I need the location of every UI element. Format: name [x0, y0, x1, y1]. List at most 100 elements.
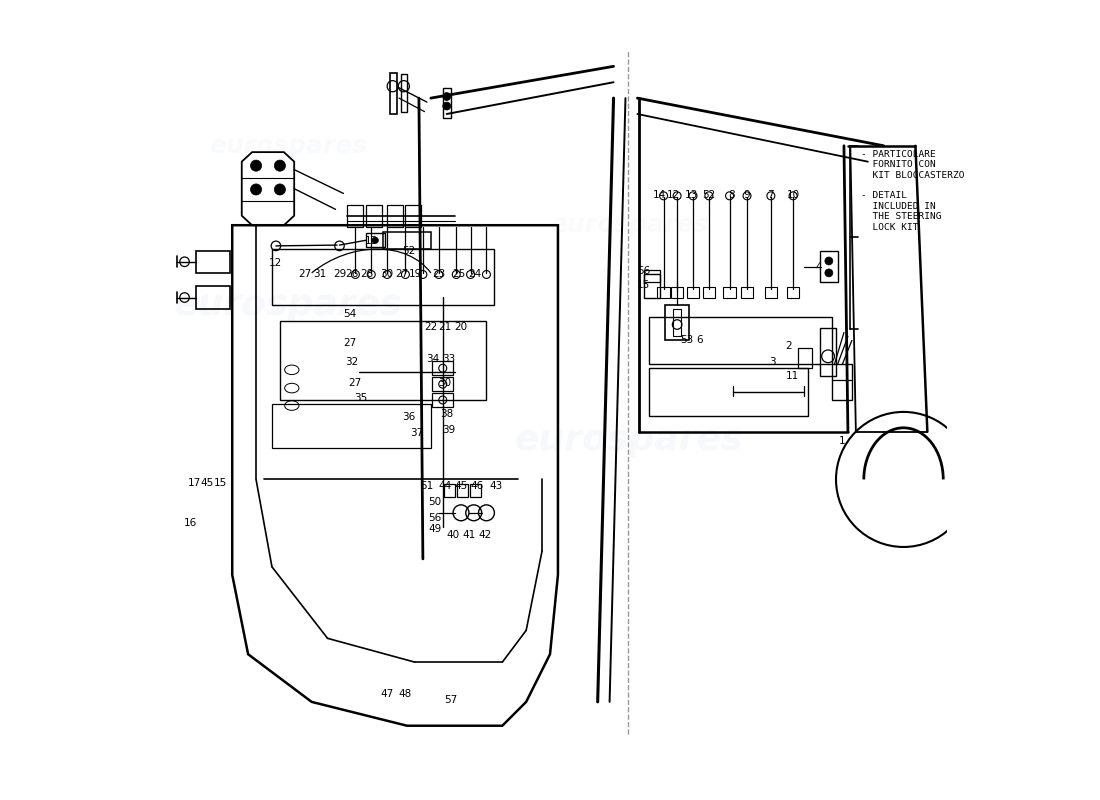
- Text: 11: 11: [785, 371, 799, 381]
- Text: 27: 27: [343, 338, 356, 348]
- Text: 28: 28: [361, 270, 374, 279]
- Text: 12: 12: [668, 190, 681, 200]
- Text: - PARTICOLARE
  FORNITO CON
  KIT BLOCCASTERZO

- DETAIL
  INCLUDED IN
  THE STE: - PARTICOLARE FORNITO CON KIT BLOCCASTER…: [861, 150, 965, 231]
- Bar: [703, 287, 715, 298]
- Text: 30: 30: [381, 270, 394, 279]
- Bar: [442, 88, 451, 118]
- Text: 3: 3: [769, 357, 776, 367]
- Bar: [644, 270, 660, 282]
- Text: 38: 38: [440, 410, 453, 419]
- Text: 1: 1: [839, 436, 846, 446]
- Text: 43: 43: [490, 481, 503, 490]
- Text: 56: 56: [428, 513, 441, 522]
- Circle shape: [251, 184, 262, 195]
- Text: 15: 15: [637, 280, 650, 290]
- Bar: [389, 73, 397, 114]
- Text: 27: 27: [395, 270, 408, 279]
- Bar: [444, 484, 455, 497]
- Bar: [387, 205, 403, 227]
- Text: 46: 46: [471, 481, 484, 490]
- Bar: [197, 250, 230, 273]
- Text: 32: 32: [344, 357, 358, 367]
- Circle shape: [442, 102, 451, 110]
- Text: 44: 44: [439, 481, 452, 490]
- Bar: [348, 205, 363, 227]
- Text: 25: 25: [452, 270, 465, 279]
- Text: 42: 42: [478, 530, 492, 540]
- Text: 13: 13: [364, 236, 378, 246]
- Text: 19: 19: [408, 270, 421, 279]
- Text: 17: 17: [187, 478, 200, 489]
- Circle shape: [372, 237, 378, 243]
- Bar: [197, 286, 230, 309]
- Text: 27: 27: [349, 378, 362, 387]
- Text: 48: 48: [399, 689, 412, 699]
- Bar: [272, 404, 431, 448]
- Bar: [821, 250, 837, 282]
- Text: 47: 47: [381, 689, 394, 699]
- Text: 39: 39: [442, 425, 455, 435]
- Text: 37: 37: [410, 428, 424, 438]
- Text: 10: 10: [786, 190, 800, 200]
- Text: eurospares: eurospares: [209, 134, 367, 158]
- Bar: [740, 287, 754, 298]
- Bar: [671, 287, 683, 298]
- Text: 24: 24: [468, 270, 481, 279]
- Bar: [649, 368, 808, 416]
- Bar: [658, 287, 670, 298]
- Bar: [279, 321, 486, 400]
- Text: 7: 7: [768, 190, 774, 200]
- Text: eurospares: eurospares: [550, 214, 708, 238]
- Text: 31: 31: [314, 270, 327, 279]
- Text: eurospares: eurospares: [515, 422, 744, 457]
- Text: 52: 52: [702, 190, 715, 200]
- Text: 45: 45: [454, 481, 467, 490]
- Text: 30: 30: [439, 378, 452, 387]
- Circle shape: [442, 93, 451, 101]
- Bar: [764, 287, 778, 298]
- Text: 21: 21: [439, 322, 452, 332]
- Text: 54: 54: [343, 309, 356, 319]
- Circle shape: [251, 160, 262, 171]
- Text: 23: 23: [432, 270, 446, 279]
- Text: 36: 36: [402, 413, 415, 422]
- Circle shape: [825, 269, 833, 277]
- Bar: [365, 233, 385, 247]
- Bar: [686, 287, 700, 298]
- Text: 40: 40: [447, 530, 460, 540]
- Text: 20: 20: [454, 322, 467, 332]
- Text: 15: 15: [213, 478, 227, 489]
- Text: 12: 12: [270, 258, 283, 268]
- Text: 35: 35: [354, 394, 367, 403]
- Bar: [644, 274, 660, 298]
- Text: 41: 41: [462, 530, 475, 540]
- Text: 52: 52: [402, 246, 415, 256]
- Text: 50: 50: [428, 497, 441, 506]
- Text: 4: 4: [815, 262, 822, 271]
- Bar: [723, 287, 736, 298]
- Bar: [673, 309, 681, 337]
- Circle shape: [274, 160, 286, 171]
- Bar: [649, 317, 832, 364]
- Text: 16: 16: [185, 518, 198, 528]
- Text: 14: 14: [653, 190, 667, 200]
- Text: 34: 34: [426, 354, 439, 364]
- Bar: [821, 329, 836, 376]
- Bar: [666, 305, 689, 341]
- Bar: [798, 348, 812, 368]
- Bar: [458, 484, 469, 497]
- Bar: [406, 205, 421, 227]
- Text: 49: 49: [428, 524, 441, 534]
- Bar: [432, 393, 453, 407]
- Bar: [400, 74, 407, 113]
- Text: 8: 8: [728, 190, 735, 200]
- Text: 53: 53: [680, 335, 693, 346]
- Text: 33: 33: [442, 354, 455, 364]
- Bar: [432, 377, 453, 391]
- Bar: [365, 205, 382, 227]
- Text: 6: 6: [696, 335, 703, 346]
- Text: 27: 27: [299, 270, 312, 279]
- Text: 2: 2: [785, 341, 792, 351]
- Text: 29: 29: [333, 270, 346, 279]
- Bar: [470, 484, 481, 497]
